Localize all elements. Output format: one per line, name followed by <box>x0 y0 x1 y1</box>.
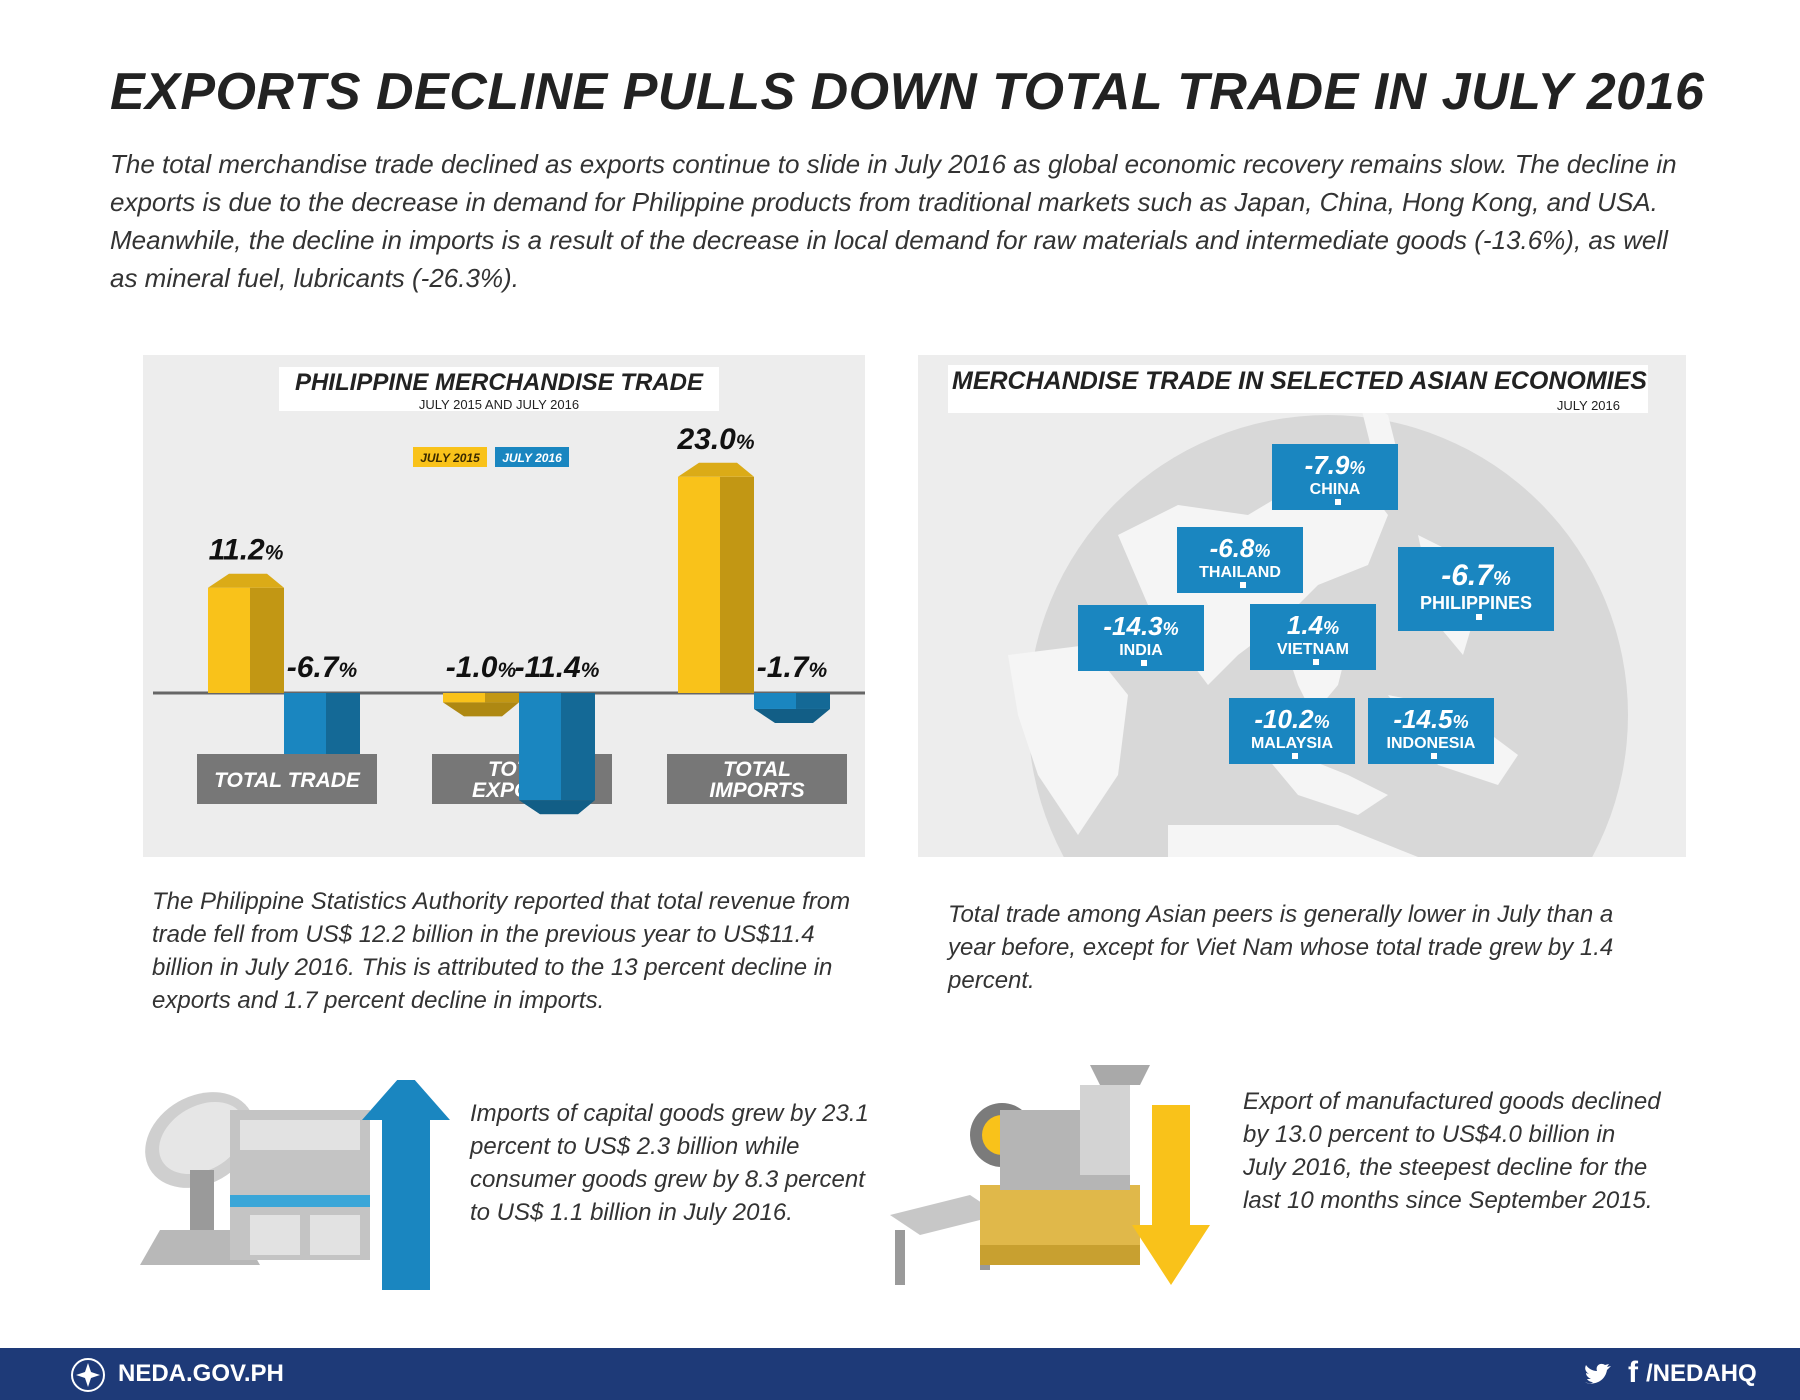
bar-side-1-0 <box>485 693 519 703</box>
bar-side-2-1 <box>796 693 830 709</box>
page-title: EXPORTS DECLINE PULLS DOWN TOTAL TRADE I… <box>110 63 1705 121</box>
bar-1-0 <box>443 693 485 703</box>
capital-goods-illustration <box>140 1080 450 1290</box>
value-label-0-0: 11.2% <box>209 534 284 567</box>
bar-0-1 <box>284 693 326 756</box>
value-label-1-0: -1.0% <box>446 651 517 684</box>
callout-vietnam: 1.4% VIETNAM <box>1250 604 1376 670</box>
callout-indonesia-value: -14.5 <box>1393 704 1453 734</box>
legend-swatch-0 <box>413 447 487 467</box>
bar-side-2-0 <box>720 476 754 693</box>
callout-vietnam-value: 1.4 <box>1286 610 1324 640</box>
imports-description: Imports of capital goods grew by 23.1 pe… <box>470 1100 869 1226</box>
value-label-2-0: 23.0% <box>676 423 754 456</box>
asian-economies-panel: MERCHANDISE TRADE IN SELECTED ASIAN ECON… <box>918 355 1686 857</box>
bar-chart-title-box: PHILIPPINE MERCHANDISE TRADE JULY 2015 A… <box>279 367 719 412</box>
map-subtitle: JULY 2016 <box>1556 398 1620 413</box>
callout-malaysia-unit: % <box>1313 712 1330 732</box>
callout-malaysia-value: -10.2 <box>1254 704 1314 734</box>
bar-2-1 <box>754 693 796 709</box>
callout-india-unit: % <box>1162 619 1179 639</box>
value-label-1-1: -11.4% <box>515 651 600 684</box>
bar-front-side-1-1 <box>561 693 595 801</box>
bar-bottom-2-1 <box>754 708 830 723</box>
bar-bottom-1-0 <box>443 702 519 717</box>
callout-indonesia-label: INDONESIA <box>1386 735 1476 752</box>
category-label-2: TOTAL IMPORTS <box>709 758 804 802</box>
legend-label-1: JULY 2016 <box>502 451 562 465</box>
callout-philippines: -6.7% PHILIPPINES <box>1398 547 1554 631</box>
category-box-2 <box>667 754 847 804</box>
bar-chart-title: PHILIPPINE MERCHANDISE TRADE <box>294 369 704 396</box>
callout-indonesia-unit: % <box>1452 712 1469 732</box>
callout-china-label: CHINA <box>1309 481 1361 498</box>
facebook-icon[interactable]: f <box>1628 1356 1638 1389</box>
map-title: MERCHANDISE TRADE IN SELECTED ASIAN ECON… <box>952 367 1647 395</box>
legend-label-0: JULY 2015 <box>420 451 480 465</box>
right-description: Total trade among Asian peers is general… <box>948 901 1614 994</box>
category-box-0 <box>197 754 377 804</box>
callout-china-value: -7.9 <box>1304 450 1350 480</box>
callout-vietnam-unit: % <box>1323 618 1340 638</box>
callout-india-value: -14.3 <box>1103 611 1163 641</box>
callout-china-unit: % <box>1349 458 1366 478</box>
callout-philippines-label: PHILIPPINES <box>1419 593 1533 613</box>
bar-2-0 <box>678 476 720 693</box>
bar-chart-subtitle: JULY 2015 AND JULY 2016 <box>418 397 580 412</box>
bar-0-0 <box>208 587 250 693</box>
merchandise-trade-panel: PHILIPPINE MERCHANDISE TRADE JULY 2015 A… <box>143 355 865 857</box>
legend-swatch-1 <box>495 447 569 467</box>
bar-side-0-1 <box>326 693 360 756</box>
footer-social-handle[interactable]: /NEDAHQ <box>1646 1360 1757 1387</box>
bar-side-0-0 <box>250 587 284 693</box>
callout-vietnam-label: VIETNAM <box>1277 641 1349 658</box>
value-label-2-1: -1.7% <box>757 651 828 684</box>
category-label-0: TOTAL TRADE <box>214 769 361 792</box>
twitter-icon[interactable] <box>1583 1362 1613 1388</box>
neda-logo-icon <box>71 1358 105 1392</box>
intro-text: The total merchandise trade declined as … <box>110 149 1677 293</box>
callout-thailand-label: THAILAND <box>1199 564 1281 581</box>
callout-philippines-value: -6.7 <box>1441 559 1493 592</box>
manufactured-goods-illustration <box>890 1065 1210 1285</box>
map-title-box: MERCHANDISE TRADE IN SELECTED ASIAN ECON… <box>948 365 1648 413</box>
callout-thailand-unit: % <box>1254 541 1271 561</box>
bar-front-1-1 <box>519 693 561 801</box>
bar-top-0-0 <box>208 573 284 588</box>
bar-top-2-0 <box>678 462 754 477</box>
callout-indonesia: -14.5% INDONESIA <box>1368 698 1494 764</box>
bar-chart: JULY 2015 JULY 2016 11.2% -6.7% TOTAL TRADE -… <box>153 423 865 815</box>
callout-philippines-unit: % <box>1492 568 1511 590</box>
bar-front-bottom-1-1 <box>519 800 595 815</box>
callout-china: -7.9% CHINA <box>1272 444 1398 510</box>
callout-malaysia: -10.2% MALAYSIA <box>1229 698 1355 764</box>
callout-malaysia-label: MALAYSIA <box>1250 735 1334 752</box>
exports-description: Export of manufactured goods declined by… <box>1243 1088 1661 1214</box>
value-label-0-1: -6.7% <box>287 651 358 684</box>
left-description: The Philippine Statistics Authority repo… <box>152 888 851 1014</box>
footer-bar: NEDA.GOV.PH f /NEDAHQ <box>0 1348 1800 1400</box>
callout-india: -14.3% INDIA <box>1078 605 1204 671</box>
callout-thailand: -6.8% THAILAND <box>1177 527 1303 593</box>
callout-thailand-value: -6.8 <box>1209 533 1255 563</box>
footer-site-link[interactable]: NEDA.GOV.PH <box>118 1360 284 1387</box>
callout-india-label: INDIA <box>1119 642 1163 659</box>
